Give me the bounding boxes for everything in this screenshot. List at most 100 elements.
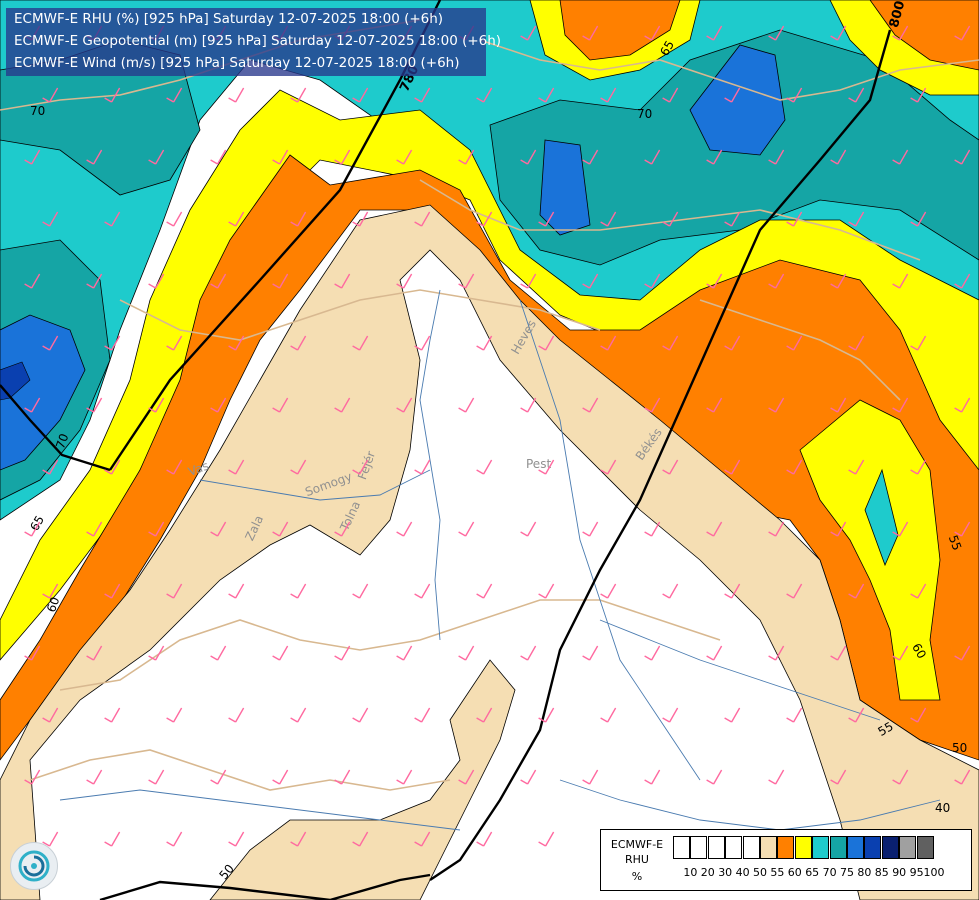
wind-barb [476,335,493,351]
contour-label: 65 [27,513,47,533]
wind-barb [210,273,227,289]
wind-barbs [24,25,971,847]
contour-label: 55 [876,719,896,739]
wind-barb [458,645,475,661]
wind-barb [724,583,741,599]
wind-barb [954,397,971,413]
wind-barb [272,645,289,661]
wind-barb [166,583,183,599]
header-wind-line: ECMWF-E Wind (m/s) [925 hPa] Saturday 12… [14,55,460,71]
legend-tick-label: 60 [787,866,802,879]
wind-barb [706,521,723,537]
wind-barb [104,211,121,227]
wind-barb [414,211,431,227]
wind-barb [538,459,555,475]
wind-barb [848,583,865,599]
wind-barb [848,459,865,475]
wind-barb [210,397,227,413]
wind-barb [272,273,289,289]
wind-barb [600,335,617,351]
wind-barb [786,459,803,475]
wind-barb [892,25,909,41]
wind-barb [910,335,927,351]
rivers [59,289,941,831]
wind-barb [272,149,289,165]
wind-barb [396,149,413,165]
wind-barb [786,583,803,599]
wind-barb [210,149,227,165]
wind-barb [582,769,599,785]
ecmwf-swirl-icon [10,842,58,890]
wind-barb [724,87,741,103]
legend-swatch [916,836,934,859]
wind-barb [228,707,245,723]
wind-barb [166,459,183,475]
legend-tick-label: 55 [770,866,785,879]
wind-barb [86,645,103,661]
wind-barb [830,769,847,785]
wind-barb [662,87,679,103]
wind-barb [848,335,865,351]
wind-barb [830,273,847,289]
wind-barb [414,87,431,103]
wind-barb [148,149,165,165]
wind-barb [86,397,103,413]
rhu-legend: ECMWF-E RHU % 10 20 30 40 50 55 60 65 70 75 80 85 90… [600,829,972,891]
legend-tick-label: 75 [840,866,854,879]
wind-barb [954,149,971,165]
wind-barb [104,87,121,103]
wind-barb [662,459,679,475]
wind-barb [786,211,803,227]
wind-barb [538,87,555,103]
wind-barb [706,149,723,165]
legend-swatch [881,836,899,859]
wind-barb [644,149,661,165]
wind-barb [724,211,741,227]
wind-barb [848,87,865,103]
wind-barb [458,521,475,537]
wind-barb [352,583,369,599]
wind-barb [414,335,431,351]
wind-barb [786,87,803,103]
wind-barb [892,273,909,289]
legend-tick-label: 50 [753,866,767,879]
wind-barb [830,521,847,537]
wind-barb [290,459,307,475]
wind-barb [24,769,41,785]
wind-barb [768,397,785,413]
contour-label: 70 [637,107,652,121]
legend-tick-label: 20 [700,866,715,879]
legend-swatch [777,836,795,859]
wind-barb [334,645,351,661]
legend-swatch [794,836,812,859]
wind-barb [86,273,103,289]
wind-barb [830,149,847,165]
wind-barb [520,149,537,165]
wind-barb [768,769,785,785]
rhu-80-region-top-right [689,44,786,156]
wind-barb [458,273,475,289]
legend-swatch [673,836,690,859]
wind-barb [148,521,165,537]
contour-label: 60 [44,595,62,614]
header-geopotential-line: ECMWF-E Geopotential (m) [925 hPa] Satur… [14,33,502,49]
wind-barb [520,521,537,537]
wind-barb [954,25,971,41]
wind-barb [910,583,927,599]
wind-barb [86,521,103,537]
wind-barb [42,583,59,599]
legend-tick-label: 65 [805,866,820,879]
wind-barb [414,459,431,475]
legend-swatch [864,836,882,859]
wind-barb [396,273,413,289]
wind-barb [892,521,909,537]
wind-barb [600,87,617,103]
wind-barb [458,149,475,165]
wind-barb [396,521,413,537]
wind-barb [334,769,351,785]
wind-barb [228,831,245,847]
legend-swatch [760,836,777,859]
wind-barb [910,211,927,227]
legend-tick-label: 70 [822,866,837,879]
wind-barb [24,273,41,289]
